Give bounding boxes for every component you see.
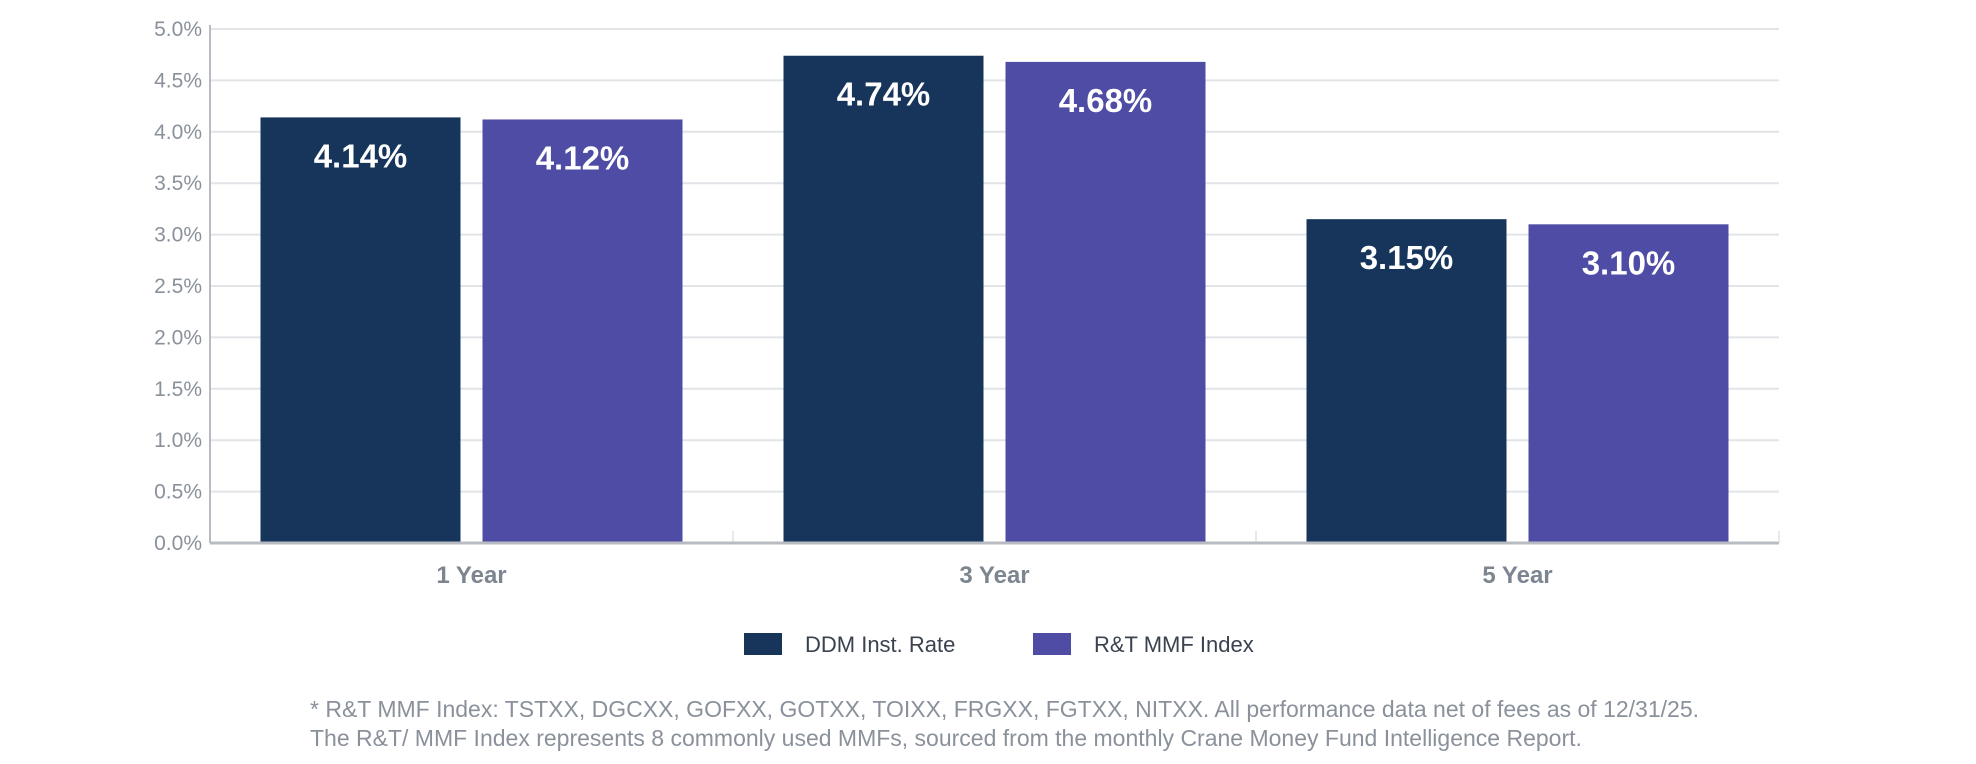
legend-label: R&T MMF Index (1094, 632, 1254, 657)
bar-value-label: 4.68% (1059, 82, 1153, 119)
x-category-label: 1 Year (436, 562, 506, 589)
footnote-line-2: The R&T/ MMF Index represents 8 commonly… (310, 725, 1582, 751)
x-category-label: 5 Year (1482, 562, 1552, 589)
y-tick-label: 4.5% (154, 69, 202, 92)
x-category-label: 3 Year (959, 562, 1029, 589)
y-tick-label: 3.5% (154, 172, 202, 195)
y-tick-label: 4.0% (154, 121, 202, 144)
bar-value-label: 3.15% (1360, 239, 1454, 276)
bar-ddm (783, 55, 984, 544)
legend-swatch (744, 633, 782, 655)
bar-value-label: 4.12% (536, 139, 630, 176)
footnote-line-1: * R&T MMF Index: TSTXX, DGCXX, GOFXX, GO… (310, 696, 1700, 722)
y-tick-label: 3.0% (154, 224, 202, 247)
y-tick-label: 1.0% (154, 429, 202, 452)
bar-value-label: 4.14% (314, 137, 408, 174)
bar-ddm (260, 117, 461, 544)
bar-index (482, 119, 683, 544)
bar-index (1528, 224, 1729, 543)
y-tick-label: 2.0% (154, 326, 202, 349)
legend-label: DDM Inst. Rate (805, 632, 955, 657)
y-tick-label: 0.5% (154, 481, 202, 504)
y-tick-label: 0.0% (154, 532, 202, 555)
bar-value-label: 4.74% (837, 76, 931, 113)
legend-swatch (1033, 633, 1071, 655)
bar-ddm (1306, 219, 1507, 543)
y-tick-label: 1.5% (154, 378, 202, 401)
y-tick-label: 5.0% (154, 18, 202, 41)
bar-value-label: 3.10% (1582, 244, 1676, 281)
y-tick-label: 2.5% (154, 275, 202, 298)
bar-chart: 0.0% 0.5% 1.0% 1.5% 2.0% 2.5% 3.0% 3.5% 4.0% 4.5%… (154, 18, 1780, 657)
bar-index (1005, 61, 1206, 544)
